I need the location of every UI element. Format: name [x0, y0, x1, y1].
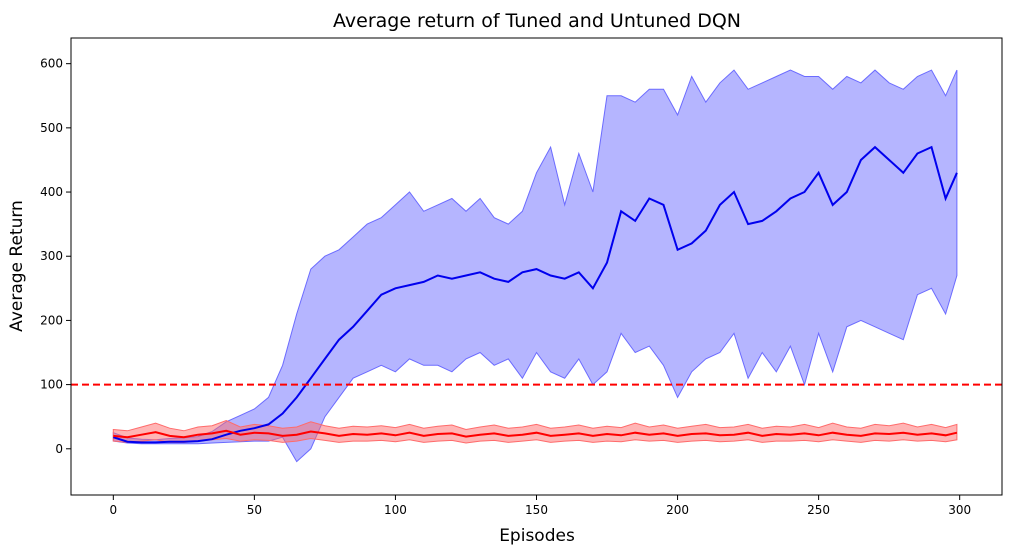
- confidence-bands: [112, 69, 958, 463]
- series-lines: [112, 145, 958, 444]
- x-tick-label: 100: [384, 503, 407, 517]
- y-tick-label: 600: [40, 57, 63, 71]
- x-axis: 0 50 100 150 200 250 300: [109, 495, 971, 517]
- confidence-band-1: [112, 69, 958, 463]
- confidence-band-2: [112, 419, 958, 444]
- y-tick-label: 300: [40, 249, 63, 263]
- y-tick-label: 0: [55, 442, 63, 456]
- series-line-2: [113, 429, 958, 439]
- x-tick-label: 50: [247, 503, 262, 517]
- x-tick-label: 250: [807, 503, 830, 517]
- y-tick-label: 100: [40, 378, 63, 392]
- x-tick-label: 0: [109, 503, 117, 517]
- x-tick-label: 200: [666, 503, 689, 517]
- series-line-1: [112, 145, 958, 444]
- plot-area: [70, 37, 1003, 496]
- y-tick-label: 400: [40, 185, 63, 199]
- x-tick-label: 150: [525, 503, 548, 517]
- y-axis: 0 100 200 300 400 500 600: [40, 57, 71, 456]
- y-axis-label: Average Return: [7, 200, 27, 332]
- x-axis-label: Episodes: [499, 526, 575, 546]
- chart-title: Average return of Tuned and Untuned DQN: [333, 10, 741, 32]
- y-tick-label: 200: [40, 313, 63, 327]
- x-tick-label: 300: [948, 503, 971, 517]
- y-tick-label: 500: [40, 121, 63, 135]
